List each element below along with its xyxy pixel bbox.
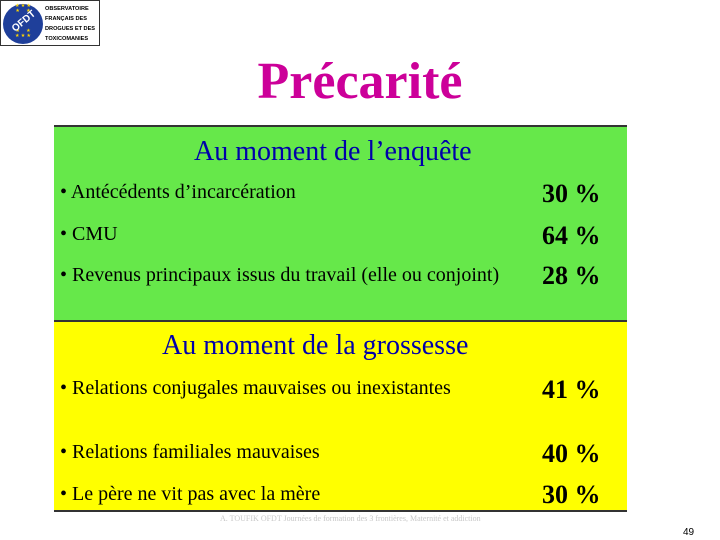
logo-text: OBSERVATOIRE FRANÇAIS DES DROGUES ET DES… [45, 4, 99, 44]
item-label: • Relations conjugales mauvaises ou inex… [60, 377, 451, 399]
ofdt-logo: ★ ★ ★ ★ ★ ★ ★ ★ ★ ★ OFDT OBSERVATOIRE FRANÇ… [0, 0, 100, 46]
item-value: 30 % [542, 179, 601, 208]
logo-line: FRANÇAIS DES [45, 16, 87, 22]
slide-title: Précarité [257, 53, 463, 110]
item-label: • Revenus principaux issus du travail (e… [60, 264, 500, 286]
section-enquete: Au moment de l’enquête • Antécédents d’i… [54, 125, 627, 320]
item-value: 30 % [542, 480, 601, 509]
item-value: 40 % [542, 439, 601, 468]
item-label: • Relations familiales mauvaises [60, 441, 320, 463]
logo-line: DROGUES ET DES [45, 26, 96, 32]
footer-credit: A. TOUFIK OFDT Journées de formation des… [220, 514, 481, 523]
ofdt-emblem: ★ ★ ★ ★ ★ ★ ★ ★ ★ ★ OFDT [3, 4, 43, 44]
item-label: • CMU [60, 223, 118, 245]
item-label: • Le père ne vit pas avec la mère [60, 483, 321, 505]
section-heading: Au moment de l’enquête [194, 136, 472, 167]
item-label: • Antécédents d’incarcération [60, 181, 296, 203]
item-value: 64 % [542, 221, 601, 250]
section-grossesse: Au moment de la grossesse • Relations co… [54, 320, 627, 512]
logo-line: OBSERVATOIRE [45, 6, 89, 12]
logo-line: TOXICOMANIES [45, 36, 89, 42]
item-value: 41 % [542, 375, 601, 404]
section-heading: Au moment de la grossesse [162, 330, 469, 361]
item-value: 28 % [542, 261, 601, 290]
page-number: 49 [683, 527, 695, 538]
eu-stars-icon: ★ ★ ★ ★ ★ ★ ★ ★ ★ ★ [15, 4, 31, 39]
